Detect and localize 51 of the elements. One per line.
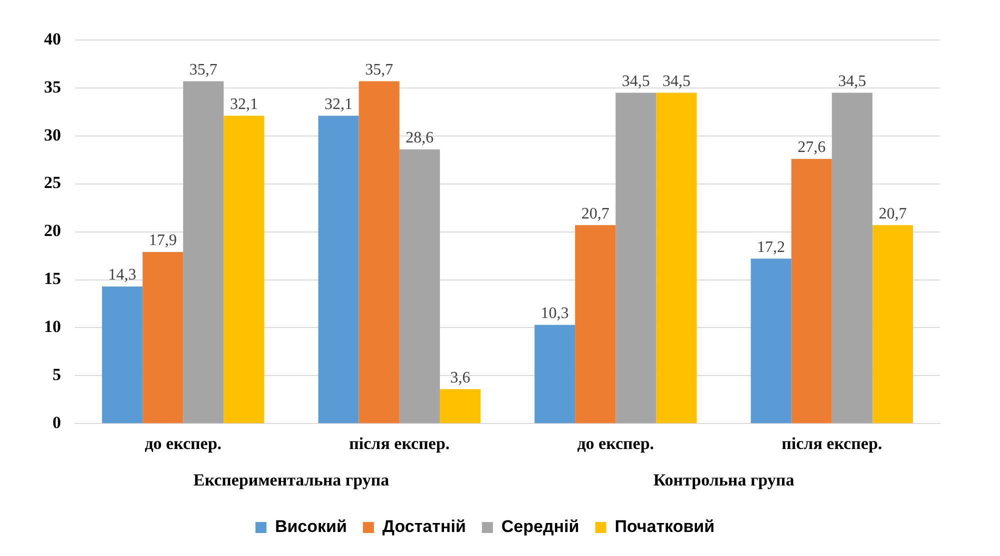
bar <box>399 149 440 424</box>
bar <box>656 92 697 424</box>
data-label: 28,6 <box>406 130 434 147</box>
data-label: 35,7 <box>189 61 218 78</box>
y-tick-label: 30 <box>44 125 61 144</box>
data-label: 34,5 <box>622 72 650 90</box>
data-label: 10,3 <box>540 305 569 322</box>
x-tick-label: до експер. <box>577 434 654 454</box>
y-tick-label: 0 <box>52 412 61 432</box>
bar <box>358 81 400 424</box>
data-label: 17,9 <box>148 232 177 250</box>
data-label: 27,6 <box>798 139 826 156</box>
bar <box>142 252 184 424</box>
text: Контрольна група <box>653 470 795 490</box>
y-tick-label: 40 <box>44 29 61 48</box>
legend-label: Середній <box>501 517 580 536</box>
y-tick-label: 15 <box>44 269 61 288</box>
bar <box>440 389 480 424</box>
y-tick-label: 25 <box>44 173 61 192</box>
x-tick-label: до експер. <box>144 434 222 454</box>
data-label: 32,1 <box>324 96 353 113</box>
x-tick-label: після експер. <box>782 434 882 454</box>
bar <box>318 116 359 424</box>
y-tick-label: 5 <box>52 365 61 384</box>
y-tick-label: 20 <box>44 221 61 240</box>
bar <box>832 92 872 424</box>
legend-label: Високий <box>274 517 347 536</box>
y-tick-label: 10 <box>44 317 61 336</box>
data-label: 32,1 <box>230 96 258 113</box>
data-label: 34,5 <box>662 72 690 90</box>
bar <box>791 158 832 424</box>
text: Експериментальна група <box>193 470 390 490</box>
bar <box>575 225 616 424</box>
data-label: 3,6 <box>450 369 470 386</box>
bar <box>224 116 264 424</box>
data-label: 20,7 <box>878 205 907 222</box>
bar <box>872 225 913 424</box>
legend-label: Початковий <box>614 517 715 536</box>
y-tick-label: 35 <box>44 77 61 96</box>
bar <box>102 286 143 424</box>
data-label: 17,2 <box>757 238 786 256</box>
data-label: 20,7 <box>581 205 610 222</box>
data-label: 35,7 <box>365 61 394 78</box>
x-tick-label: після експер. <box>349 434 450 454</box>
bar <box>750 258 792 424</box>
bar <box>616 92 656 424</box>
legend-label: Достатній <box>382 517 466 536</box>
bar <box>534 324 576 424</box>
data-label: 34,5 <box>838 72 866 90</box>
bar <box>183 81 224 424</box>
data-label: 14,3 <box>108 266 136 284</box>
